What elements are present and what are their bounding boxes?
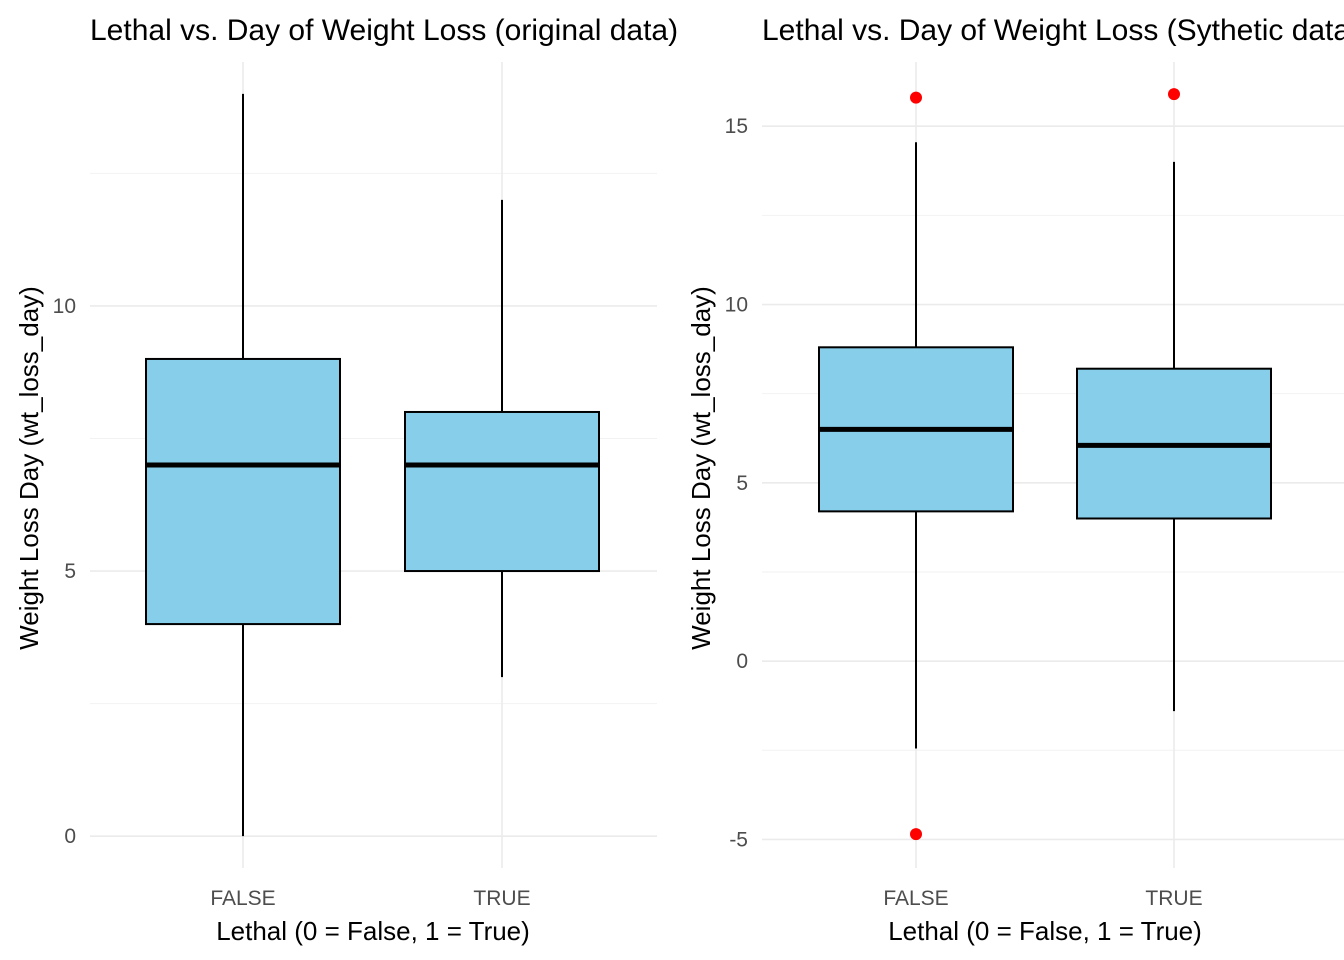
chart-panel-original: Lethal vs. Day of Weight Loss (original …: [14, 14, 678, 946]
x-tick-label-true-synthetic: TRUE: [1145, 887, 1202, 910]
y-tick-label: 5: [736, 472, 748, 495]
x-tick-labels-original: FALSE TRUE: [210, 887, 530, 910]
marks-synthetic: [818, 88, 1272, 841]
x-tick-label-false-synthetic: FALSE: [883, 887, 948, 910]
box-iqr: [404, 410, 600, 573]
y-tick-label: 10: [53, 295, 76, 318]
x-tick-label-false-original: FALSE: [210, 887, 275, 910]
y-tick-label: 0: [64, 825, 76, 848]
box-true: [1076, 88, 1272, 712]
y-tick-labels-original: 0 5 10: [53, 295, 76, 848]
y-tick-label: 15: [725, 115, 748, 138]
outlier-point: [910, 91, 922, 104]
y-tick-labels-synthetic: -5 0 5 10 15: [725, 115, 748, 851]
y-tick-label: 5: [64, 560, 76, 583]
x-axis-title-original: Lethal (0 = False, 1 = True): [216, 916, 530, 946]
marks-original: [145, 93, 600, 837]
box-false: [145, 93, 341, 837]
chart-title-synthetic: Lethal vs. Day of Weight Loss (Sythetic …: [762, 14, 1344, 47]
y-axis-title-original: Weight Loss Day (wt_loss_day): [14, 286, 44, 650]
outlier-point: [910, 828, 922, 841]
x-tick-labels-synthetic: FALSE TRUE: [883, 887, 1202, 910]
y-axis-title-synthetic: Weight Loss Day (wt_loss_day): [686, 286, 716, 650]
y-tick-label: -5: [729, 828, 748, 851]
box-iqr: [145, 357, 341, 626]
y-tick-label: 10: [725, 294, 748, 317]
x-tick-label-true-original: TRUE: [473, 887, 530, 910]
chart-panel-synthetic: Lethal vs. Day of Weight Loss (Sythetic …: [686, 14, 1344, 946]
y-tick-label: 0: [736, 650, 748, 673]
x-axis-title-synthetic: Lethal (0 = False, 1 = True): [888, 916, 1202, 946]
outlier-point: [1168, 88, 1180, 101]
chart-title-original: Lethal vs. Day of Weight Loss (original …: [90, 14, 678, 47]
box-true: [404, 199, 600, 678]
box-false: [818, 91, 1014, 841]
